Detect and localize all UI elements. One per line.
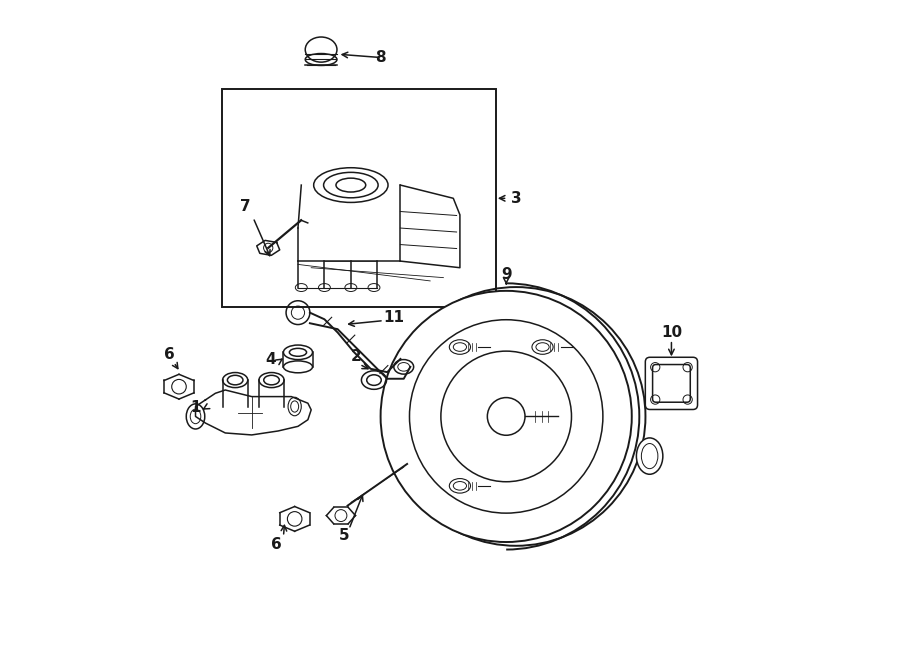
Circle shape [381, 291, 632, 542]
Text: 2: 2 [351, 350, 362, 364]
Text: 1: 1 [190, 400, 201, 414]
Bar [222, 89, 496, 307]
Text: 8: 8 [375, 50, 386, 65]
Text: 6: 6 [164, 347, 175, 362]
Ellipse shape [305, 37, 337, 62]
Ellipse shape [636, 438, 662, 475]
Text: 10: 10 [661, 325, 682, 340]
Text: 11: 11 [383, 310, 404, 325]
Text: 7: 7 [239, 199, 250, 214]
Text: 5: 5 [339, 528, 349, 543]
Text: 6: 6 [271, 537, 282, 551]
Text: 4: 4 [265, 352, 275, 367]
Text: 3: 3 [511, 191, 521, 206]
Text: 9: 9 [501, 267, 511, 282]
